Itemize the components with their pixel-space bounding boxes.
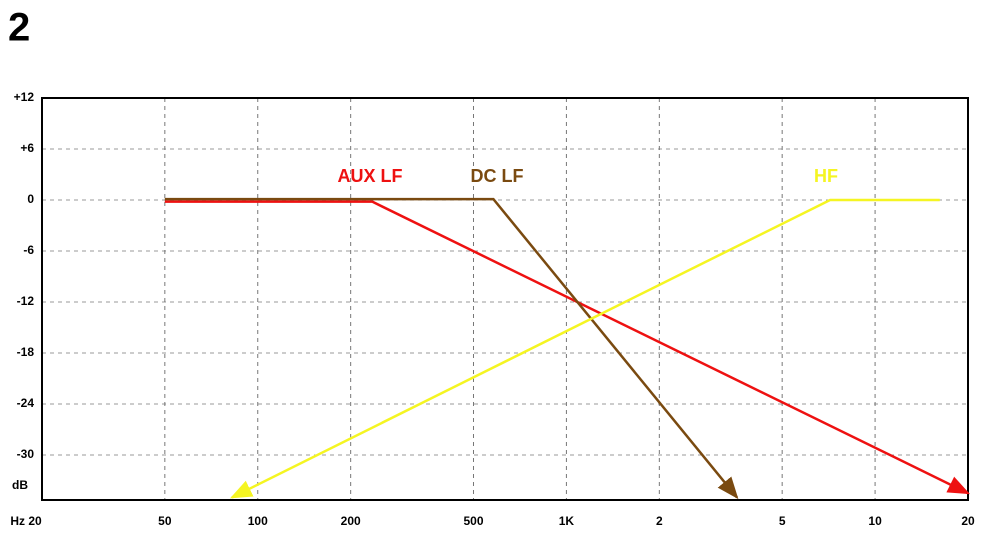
x-tick-label: 200 <box>341 514 361 528</box>
x-tick-label: Hz 20 <box>10 514 42 528</box>
y-tick-label: -18 <box>17 345 35 359</box>
series-line <box>164 200 970 495</box>
x-tick-label: 10 <box>868 514 882 528</box>
y-tick-label: -30 <box>17 447 35 461</box>
series-label: AUX LF <box>338 166 403 186</box>
series-label: DC LF <box>471 166 524 186</box>
plot-frame <box>41 97 969 501</box>
x-tick-label: 50 <box>158 514 172 528</box>
x-tick-label: 5 <box>779 514 786 528</box>
y-tick-label: -6 <box>23 243 34 257</box>
x-tick-label: 2 <box>656 514 663 528</box>
y-tick-label: -12 <box>17 294 35 308</box>
x-tick-label: 1K <box>559 514 575 528</box>
x-tick-label: 100 <box>248 514 268 528</box>
x-tick-label: 20 <box>961 514 975 528</box>
series-line <box>164 197 739 500</box>
y-tick-label: -24 <box>17 396 35 410</box>
y-tick-label: +6 <box>20 141 34 155</box>
series-label: HF <box>814 166 838 186</box>
chart-title: 2 <box>8 6 30 50</box>
y-axis-label: dB <box>12 478 28 492</box>
y-tick-label: +12 <box>14 90 35 104</box>
x-tick-label: 500 <box>463 514 483 528</box>
series-line <box>229 198 940 499</box>
y-tick-label: 0 <box>27 192 34 206</box>
